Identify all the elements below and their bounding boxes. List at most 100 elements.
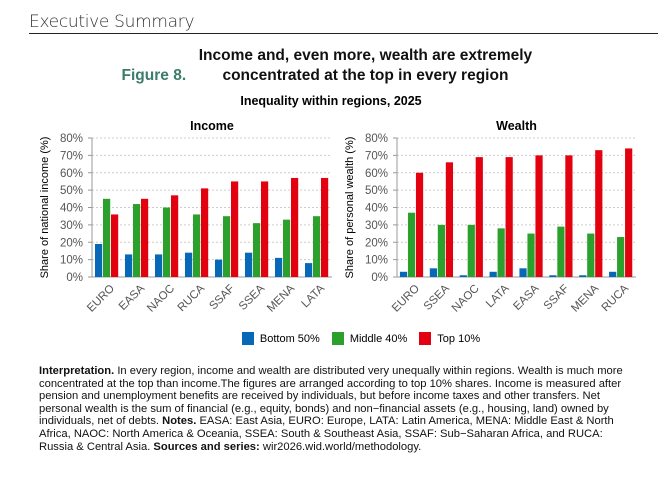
bar-mena-2 [291,177,299,277]
bar-euro-2 [111,214,119,277]
x-tick-label: EASA [511,282,541,312]
x-tick-label: SSEA [422,282,452,312]
bar-lata-1 [313,216,321,277]
y-tick-label: 60% [365,168,388,180]
bar-naoc-0 [155,254,163,277]
bar-ssea-2 [445,162,454,277]
bar-ruca-2 [625,148,633,277]
bar-ssaf-2 [565,155,573,277]
bar-euro-0 [95,243,103,277]
figure-subtitle: Inequality within regions, 2025 [240,94,422,108]
y-tick-label: 50% [60,185,83,197]
bar-lata-2 [505,157,513,277]
bar-easa-2 [141,198,149,277]
legend-label: Top 10% [437,332,481,345]
bar-naoc-2 [475,157,483,277]
y-axis-label: Share of personal wealth (%) [344,137,356,279]
notes-label: Notes. [162,415,197,428]
bar-easa-0 [125,254,133,277]
bar-lata-2 [321,177,329,277]
bar-mena-0 [579,275,587,277]
y-tick-label: 30% [60,220,83,232]
bar-naoc-1 [163,207,171,277]
bar-easa-0 [519,268,527,277]
bar-ssea-1 [253,223,261,277]
x-tick-label: EURO [85,283,117,315]
bar-euro-0 [399,271,408,277]
sources-text: wir2026.wid.world/methodology. [259,440,422,453]
interpretation-note: Interpretation. In every region, income … [39,365,629,453]
y-tick-label: 30% [365,220,388,232]
bar-mena-1 [587,233,595,277]
y-tick-label: 0% [66,272,83,284]
bar-easa-1 [133,204,141,277]
legend-item-middle40: Middle 40% [331,332,408,345]
bar-ssea-2 [261,181,269,277]
y-tick-label: 40% [60,203,83,215]
bar-mena-0 [275,257,283,277]
x-tick-label: SSAF [542,283,572,313]
legend: Bottom 50% Middle 40% Top 10% [0,332,662,345]
legend-swatch [241,332,254,345]
interp-label: Interpretation. [39,365,115,377]
bar-mena-2 [595,150,603,277]
bar-ssaf-0 [215,259,223,277]
bar-lata-0 [305,263,313,277]
section-header: Executive Summary [29,12,195,32]
x-tick-label: MENA [569,282,601,314]
bar-easa-1 [527,233,535,277]
y-tick-label: 70% [60,150,83,162]
x-tick-label: EURO [390,283,422,315]
x-tick-label: LATA [299,282,327,310]
y-axis-label: Share of national income (%) [39,137,51,279]
bar-ssaf-0 [549,275,557,277]
y-tick-label: 10% [60,255,83,267]
legend-item-bottom50: Bottom 50% [241,332,320,345]
figure-title: Figure 8. Income and, even more, wealth … [0,46,662,86]
x-tick-label: RUCA [600,282,632,314]
bar-ssea-1 [437,224,446,277]
interp-text: In every region, income and wealth are d… [39,365,623,428]
bar-ssaf-1 [223,216,231,277]
bar-ruca-2 [201,188,209,277]
bar-euro-2 [415,172,424,277]
figure-number: Figure 8. [121,67,187,84]
bar-naoc-1 [467,224,475,277]
legend-swatch [331,332,344,345]
bar-euro-1 [103,198,111,277]
y-tick-label: 60% [60,168,83,180]
bar-lata-0 [489,271,497,277]
x-tick-label: RUCA [176,282,208,314]
panel-title: Income [190,119,234,133]
y-tick-label: 80% [365,133,388,145]
bar-ruca-1 [617,237,625,277]
y-tick-label: 80% [60,133,83,145]
x-tick-label: MENA [265,282,297,314]
y-tick-label: 40% [365,203,388,215]
y-tick-label: 50% [365,185,388,197]
x-tick-label: SSEA [237,282,267,312]
bar-ruca-0 [185,252,193,277]
bar-naoc-2 [171,195,179,277]
y-tick-label: 10% [365,255,388,267]
bar-ssaf-2 [231,181,239,277]
legend-item-top10: Top 10% [419,332,480,345]
bar-mena-1 [283,219,291,277]
y-tick-label: 0% [371,272,388,284]
bar-ssea-0 [245,252,253,277]
figure-title-text: Income and, even more, wealth are extrem… [198,47,533,84]
x-tick-label: LATA [484,282,512,310]
sources-label: Sources and series: [153,440,260,453]
legend-label: Bottom 50% [259,332,320,345]
bar-ssaf-1 [557,226,565,277]
y-tick-label: 70% [365,150,388,162]
x-tick-label: NAOC [450,283,482,315]
legend-label: Middle 40% [349,332,408,345]
y-tick-label: 20% [365,237,388,249]
bar-naoc-0 [459,275,467,277]
x-tick-label: EASA [117,282,147,312]
legend-swatch [419,332,432,345]
bar-ruca-0 [609,271,617,277]
x-tick-label: SSAF [207,283,237,313]
